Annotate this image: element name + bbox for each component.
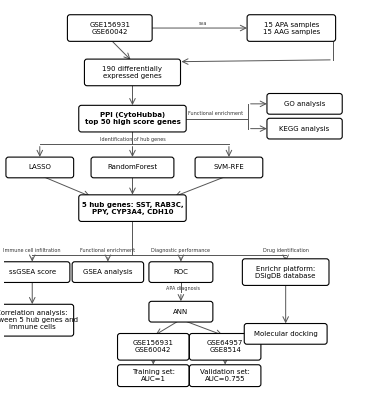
Text: Drug identification: Drug identification: [263, 248, 309, 253]
FancyBboxPatch shape: [190, 365, 261, 386]
Text: Functional enrichment: Functional enrichment: [188, 111, 243, 116]
Text: Validation set:
AUC=0.755: Validation set: AUC=0.755: [200, 369, 250, 382]
Text: GSEA analysis: GSEA analysis: [83, 269, 133, 275]
Text: KEGG analysis: KEGG analysis: [279, 126, 330, 132]
Text: GO analysis: GO analysis: [284, 101, 325, 107]
Text: Training set:
AUC=1: Training set: AUC=1: [132, 369, 175, 382]
FancyBboxPatch shape: [149, 301, 213, 322]
FancyBboxPatch shape: [247, 15, 335, 41]
Text: GSE64957
GSE8514: GSE64957 GSE8514: [207, 340, 243, 353]
FancyBboxPatch shape: [117, 334, 189, 360]
Text: GSE156931
GSE60042: GSE156931 GSE60042: [89, 22, 130, 34]
Text: Enrichr platform:
DSigDB database: Enrichr platform: DSigDB database: [256, 266, 316, 279]
FancyBboxPatch shape: [242, 259, 329, 286]
Text: SVM-RFE: SVM-RFE: [213, 164, 244, 170]
Text: ROC: ROC: [173, 269, 188, 275]
FancyBboxPatch shape: [267, 94, 342, 114]
Text: Identification of hub genes: Identification of hub genes: [100, 137, 165, 142]
FancyBboxPatch shape: [6, 157, 74, 178]
FancyBboxPatch shape: [72, 262, 144, 282]
Text: Immune cell infiltration: Immune cell infiltration: [3, 248, 61, 253]
Text: Diagnostic performance: Diagnostic performance: [151, 248, 210, 253]
FancyBboxPatch shape: [149, 262, 213, 282]
FancyBboxPatch shape: [190, 334, 261, 360]
FancyBboxPatch shape: [85, 59, 181, 86]
FancyBboxPatch shape: [267, 118, 342, 139]
FancyBboxPatch shape: [79, 105, 186, 132]
Text: 15 APA samples
15 AAG samples: 15 APA samples 15 AAG samples: [263, 22, 320, 34]
Text: sva: sva: [198, 21, 207, 26]
FancyBboxPatch shape: [117, 365, 189, 386]
Text: ssGSEA score: ssGSEA score: [8, 269, 56, 275]
Text: Correlation analysis:
between 5 hub genes and
immune cells: Correlation analysis: between 5 hub gene…: [0, 310, 78, 330]
Text: APA diagnosis: APA diagnosis: [166, 286, 200, 291]
Text: PPI (CytoHubba)
top 50 high score genes: PPI (CytoHubba) top 50 high score genes: [85, 112, 180, 125]
Text: Functional enrichment: Functional enrichment: [80, 248, 135, 253]
Text: Molecular docking: Molecular docking: [254, 331, 318, 337]
Text: ANN: ANN: [173, 309, 188, 315]
FancyBboxPatch shape: [0, 262, 70, 282]
FancyBboxPatch shape: [0, 304, 74, 336]
FancyBboxPatch shape: [244, 324, 327, 344]
FancyBboxPatch shape: [91, 157, 174, 178]
FancyBboxPatch shape: [195, 157, 263, 178]
Text: LASSO: LASSO: [28, 164, 51, 170]
Text: GSE156931
GSE60042: GSE156931 GSE60042: [133, 340, 174, 353]
FancyBboxPatch shape: [68, 15, 152, 41]
Text: 5 hub genes: SST, RAB3C,
PPY, CYP3A4, CDH10: 5 hub genes: SST, RAB3C, PPY, CYP3A4, CD…: [82, 202, 183, 215]
Text: 190 differentially
expressed genes: 190 differentially expressed genes: [102, 66, 163, 79]
Text: RandomForest: RandomForest: [107, 164, 157, 170]
FancyBboxPatch shape: [79, 195, 186, 222]
